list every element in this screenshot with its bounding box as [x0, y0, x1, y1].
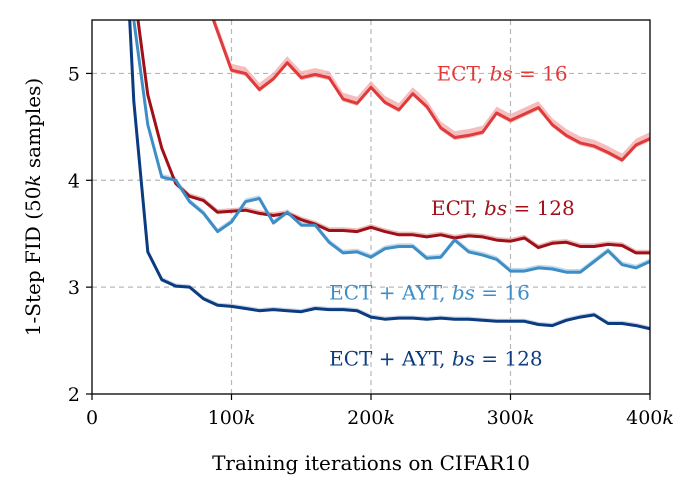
x-tick-label: 300k — [487, 407, 535, 429]
series-label-0: ECT, bs = 16 — [437, 61, 568, 85]
series-line-0 — [211, 20, 650, 162]
series-line-2 — [132, 20, 650, 274]
x-tick-label: 200k — [347, 407, 395, 429]
y-tick-label: 3 — [68, 277, 80, 299]
series-label-3: ECT + AYT, bs = 128 — [329, 347, 542, 371]
y-axis-title: 1-Step FID (50k samples) — [21, 78, 45, 336]
y-tick-label: 5 — [68, 63, 80, 85]
y-tick-label: 2 — [68, 384, 80, 406]
x-tick-label: 100k — [208, 407, 256, 429]
series-lines — [128, 20, 650, 331]
series-line-3 — [128, 20, 650, 331]
series-band-0 — [213, 20, 650, 163]
series-labels: ECT, bs = 16 ECT, bs = 128 ECT + AYT, bs =… — [329, 61, 575, 370]
x-tick-label: 400k — [626, 407, 674, 429]
y-tick-label: 4 — [68, 170, 80, 192]
series-line-1 — [136, 20, 650, 255]
series-band-2 — [133, 20, 650, 274]
x-tick-label: 0 — [86, 407, 98, 429]
axes: 0 100k 200k 300k 400k 2 3 4 5 — [68, 19, 674, 429]
confidence-bands — [129, 20, 650, 330]
series-label-1: ECT, bs = 128 — [431, 196, 575, 220]
x-axis-title: Training iterations on CIFAR10 — [212, 451, 530, 475]
series-label-2: ECT + AYT, bs = 16 — [329, 280, 530, 304]
